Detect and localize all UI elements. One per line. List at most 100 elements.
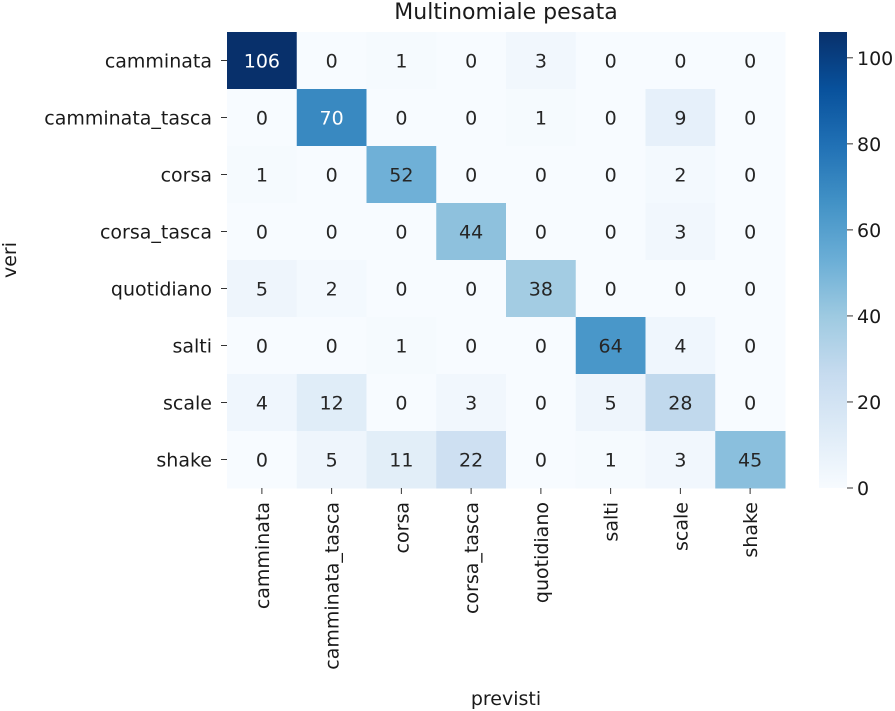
heatmap-cell <box>506 260 577 318</box>
cell-value-label: 0 <box>395 222 407 244</box>
cell-value-label: 70 <box>320 108 344 130</box>
cell-value-label: 0 <box>256 222 268 244</box>
cell-value-label: 64 <box>599 336 623 358</box>
cell-value-label: 0 <box>395 108 407 130</box>
x-tick-label: shake <box>740 502 762 558</box>
cell-value-label: 0 <box>744 279 756 301</box>
heatmap-cell <box>366 146 437 204</box>
cell-value-label: 0 <box>395 279 407 301</box>
cell-value-label: 0 <box>744 336 756 358</box>
heatmap-cell <box>436 203 507 261</box>
cell-value-label: 2 <box>326 279 338 301</box>
y-tick-label: camminata_tasca <box>44 108 212 130</box>
cell-value-label: 52 <box>389 165 413 187</box>
x-axis-label: previsti <box>471 688 541 710</box>
y-tick-label: scale <box>163 393 212 415</box>
heatmap-cell <box>436 374 507 432</box>
heatmap-cell <box>506 374 577 432</box>
heatmap-cell <box>575 260 646 318</box>
cell-value-label: 0 <box>465 336 477 358</box>
cell-value-label: 0 <box>605 279 617 301</box>
x-tick-label: salti <box>601 502 623 542</box>
cell-value-label: 22 <box>459 450 483 472</box>
heatmap-cell <box>436 317 507 375</box>
x-tick-label: quotidiano <box>531 502 553 603</box>
cell-value-label: 1 <box>395 336 407 358</box>
cell-value-label: 3 <box>465 393 477 415</box>
cell-value-label: 0 <box>535 222 547 244</box>
cell-value-label: 4 <box>674 336 686 358</box>
heatmap-cell <box>366 89 437 147</box>
heatmap-cell <box>436 89 507 147</box>
cell-value-label: 0 <box>535 165 547 187</box>
cell-value-label: 0 <box>605 222 617 244</box>
y-tick-label: corsa <box>161 165 212 187</box>
heatmap-cell <box>715 146 786 204</box>
heatmap-cell <box>366 260 437 318</box>
cell-value-label: 4 <box>256 393 268 415</box>
colorbar-tick-label: 0 <box>857 478 869 500</box>
heatmap-cell <box>715 32 786 90</box>
heatmap-cell <box>575 146 646 204</box>
cell-value-label: 0 <box>256 450 268 472</box>
heatmap-cell <box>366 317 437 375</box>
y-tick-label: corsa_tasca <box>100 222 212 244</box>
x-tick-labels: camminata camminata_tasca corsa corsa_tasca… <box>252 488 762 670</box>
cell-value-label: 2 <box>674 165 686 187</box>
heatmap-cell <box>645 317 716 375</box>
cell-value-label: 0 <box>256 336 268 358</box>
cell-value-label: 0 <box>605 51 617 73</box>
cell-value-label: 1 <box>395 51 407 73</box>
x-tick-label: corsa <box>391 502 413 553</box>
cell-value-label: 44 <box>459 222 483 244</box>
heatmap-cell <box>575 89 646 147</box>
heatmap-cell <box>506 317 577 375</box>
heatmap-cell <box>227 32 298 90</box>
cell-value-label: 0 <box>465 279 477 301</box>
heatmap-cell <box>227 431 298 489</box>
heatmap-cell <box>436 260 507 318</box>
heatmap-cell <box>227 146 298 204</box>
heatmap-cell <box>296 32 367 90</box>
heatmap-cell <box>715 374 786 432</box>
heatmap-cell <box>645 431 716 489</box>
heatmap-cells: 106 0 1 0 3 0 0 00 70 0 0 1 0 9 01 0 52 0 0 0 2 00 0 0 44 0 0 3 05 2 0… <box>227 32 786 489</box>
x-tick-label: camminata_tasca <box>322 502 344 670</box>
heatmap-cell <box>645 89 716 147</box>
cell-value-label: 5 <box>605 393 617 415</box>
cell-value-label: 28 <box>668 393 692 415</box>
colorbar-tick-label: 80 <box>857 134 881 156</box>
cell-value-label: 0 <box>674 51 686 73</box>
heatmap-cell <box>715 203 786 261</box>
heatmap-cell <box>575 317 646 375</box>
cell-value-label: 1 <box>535 108 547 130</box>
heatmap-cell <box>506 431 577 489</box>
heatmap-cell <box>506 203 577 261</box>
heatmap-cell <box>296 146 367 204</box>
heatmap-cell <box>227 374 298 432</box>
heatmap-cell <box>715 260 786 318</box>
cell-value-label: 11 <box>389 450 413 472</box>
heatmap-cell <box>715 431 786 489</box>
cell-value-label: 0 <box>326 222 338 244</box>
colorbar-ticks: 0 20 40 60 80 100 <box>847 48 893 500</box>
cell-value-label: 1 <box>256 165 268 187</box>
heatmap-cell <box>296 431 367 489</box>
cell-value-label: 3 <box>674 222 686 244</box>
cell-value-label: 0 <box>326 51 338 73</box>
cell-value-label: 1 <box>605 450 617 472</box>
heatmap-cell <box>645 32 716 90</box>
cell-value-label: 0 <box>465 51 477 73</box>
y-tick-label: camminata <box>105 51 212 73</box>
cell-value-label: 0 <box>465 108 477 130</box>
cell-value-label: 0 <box>326 336 338 358</box>
cell-value-label: 5 <box>326 450 338 472</box>
colorbar-tick-label: 60 <box>857 220 881 242</box>
cell-value-label: 5 <box>256 279 268 301</box>
cell-value-label: 0 <box>744 165 756 187</box>
cell-value-label: 0 <box>465 165 477 187</box>
cell-value-label: 0 <box>605 165 617 187</box>
heatmap-cell <box>575 374 646 432</box>
